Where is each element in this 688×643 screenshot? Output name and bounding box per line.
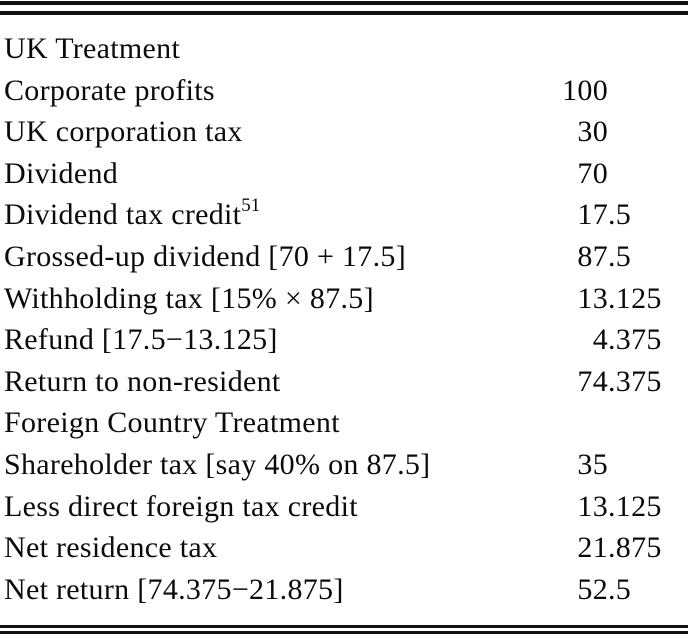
amount-cell: 35 <box>577 447 608 481</box>
amount-cell: 30 <box>577 115 608 149</box>
row-label: Withholding tax [15% × 87.5] <box>4 281 374 315</box>
amount-cell: 13.125 <box>577 281 662 315</box>
section-title: Foreign Country Treatment <box>4 406 340 440</box>
row-grossed-up-dividend: Grossed-up dividend [70 + 17.5] 87.5 <box>0 236 688 278</box>
row-label: Corporate profits <box>4 73 215 107</box>
row-shareholder-tax: Shareholder tax [say 40% on 87.5] 35 <box>0 444 688 486</box>
amount-cell: 100 <box>562 73 608 107</box>
row-label: Less direct foreign tax credit <box>4 489 358 523</box>
amount-cell: 17.5 <box>577 198 632 232</box>
amount-cell: 21.875 <box>577 531 662 565</box>
row-label: Return to non-resident <box>4 364 281 398</box>
row-refund: Refund [17.5−13.125] 4.375 <box>0 319 688 361</box>
row-uk-corporation-tax: UK corporation tax 30 <box>0 111 688 153</box>
row-return-to-non-resident: Return to non-resident 74.375 <box>0 361 688 403</box>
amount-cell: 74.375 <box>577 364 662 398</box>
section-row-uk-treatment: UK Treatment <box>0 28 688 70</box>
row-label: Dividend tax credit51 <box>4 195 261 232</box>
amount-cell: 13.125 <box>577 489 662 523</box>
section-title: UK Treatment <box>4 32 181 65</box>
row-less-direct-foreign-tax-credit: Less direct foreign tax credit 13.125 <box>0 486 688 528</box>
footnote-superscript-51: 51 <box>241 195 261 217</box>
amount-cell: 87.5 <box>577 239 632 273</box>
top-rule-inner <box>0 11 688 15</box>
bottom-rule-inner <box>0 625 688 629</box>
row-net-residence-tax: Net residence tax 21.875 <box>0 527 688 569</box>
amount-cell: 4.375 <box>592 323 662 357</box>
row-dividend-tax-credit: Dividend tax credit51 17.5 <box>0 194 688 236</box>
row-label: Shareholder tax [say 40% on 87.5] <box>4 447 431 481</box>
row-dividend: Dividend 70 <box>0 153 688 195</box>
row-label: Net residence tax <box>4 531 218 565</box>
row-withholding-tax: Withholding tax [15% × 87.5] 13.125 <box>0 278 688 320</box>
bottom-rule-outer <box>0 631 688 635</box>
top-rule-outer <box>0 1 688 5</box>
amount-cell: 70 <box>577 156 608 190</box>
section-row-foreign-country-treatment: Foreign Country Treatment <box>0 402 688 444</box>
row-label: UK corporation tax <box>4 115 243 149</box>
row-label: Refund [17.5−13.125] <box>4 323 278 357</box>
row-net-return: Net return [74.375−21.875] 52.5 <box>0 569 688 611</box>
tax-treatment-table: UK Treatment Corporate profits 100 UK co… <box>0 15 688 625</box>
row-label: Net return [74.375−21.875] <box>4 572 344 606</box>
row-corporate-profits: Corporate profits 100 <box>0 70 688 112</box>
row-label: Grossed-up dividend [70 + 17.5] <box>4 239 406 273</box>
amount-cell: 52.5 <box>577 572 632 606</box>
row-label: Dividend <box>4 156 119 190</box>
